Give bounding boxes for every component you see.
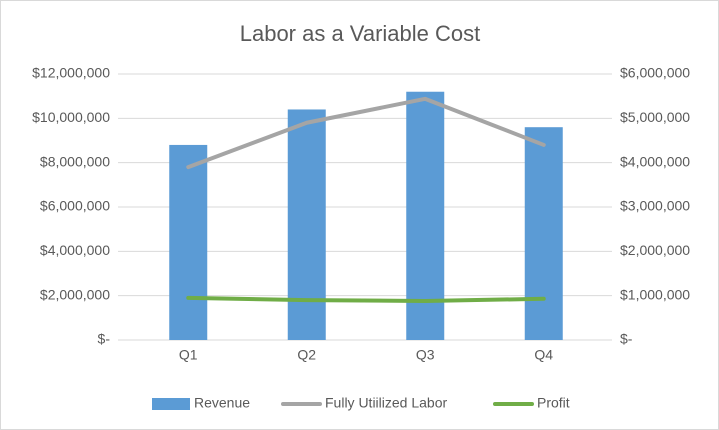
- bar: [524, 127, 563, 340]
- y-tick-label: $4,000,000: [40, 242, 110, 258]
- legend-swatch: [152, 398, 190, 410]
- y2-tick-label: $5,000,000: [620, 109, 690, 125]
- y2-tick-label: $1,000,000: [620, 286, 690, 302]
- legend-label: Profit: [537, 395, 570, 411]
- x-tick-label: Q3: [416, 347, 435, 363]
- y2-tick-label: $-: [620, 331, 633, 347]
- y-tick-label: $6,000,000: [40, 198, 110, 214]
- chart-title: Labor as a Variable Cost: [240, 21, 481, 46]
- x-tick-label: Q4: [534, 347, 553, 363]
- y-tick-label: $10,000,000: [32, 109, 110, 125]
- bar: [287, 109, 326, 340]
- legend-label: Fully Utiilized Labor: [325, 395, 447, 411]
- y2-tick-label: $3,000,000: [620, 198, 690, 214]
- y-tick-label: $8,000,000: [40, 153, 110, 169]
- y-tick-label: $2,000,000: [40, 286, 110, 302]
- y-tick-label: $-: [98, 331, 111, 347]
- x-tick-label: Q2: [297, 347, 316, 363]
- y2-tick-label: $6,000,000: [620, 65, 690, 81]
- y-tick-label: $12,000,000: [32, 65, 110, 81]
- y2-tick-label: $2,000,000: [620, 242, 690, 258]
- x-tick-label: Q1: [179, 347, 198, 363]
- line: [186, 295, 546, 303]
- line: [186, 96, 546, 170]
- y2-tick-label: $4,000,000: [620, 153, 690, 169]
- legend-label: Revenue: [194, 395, 250, 411]
- bar: [406, 91, 445, 340]
- bar: [169, 144, 208, 340]
